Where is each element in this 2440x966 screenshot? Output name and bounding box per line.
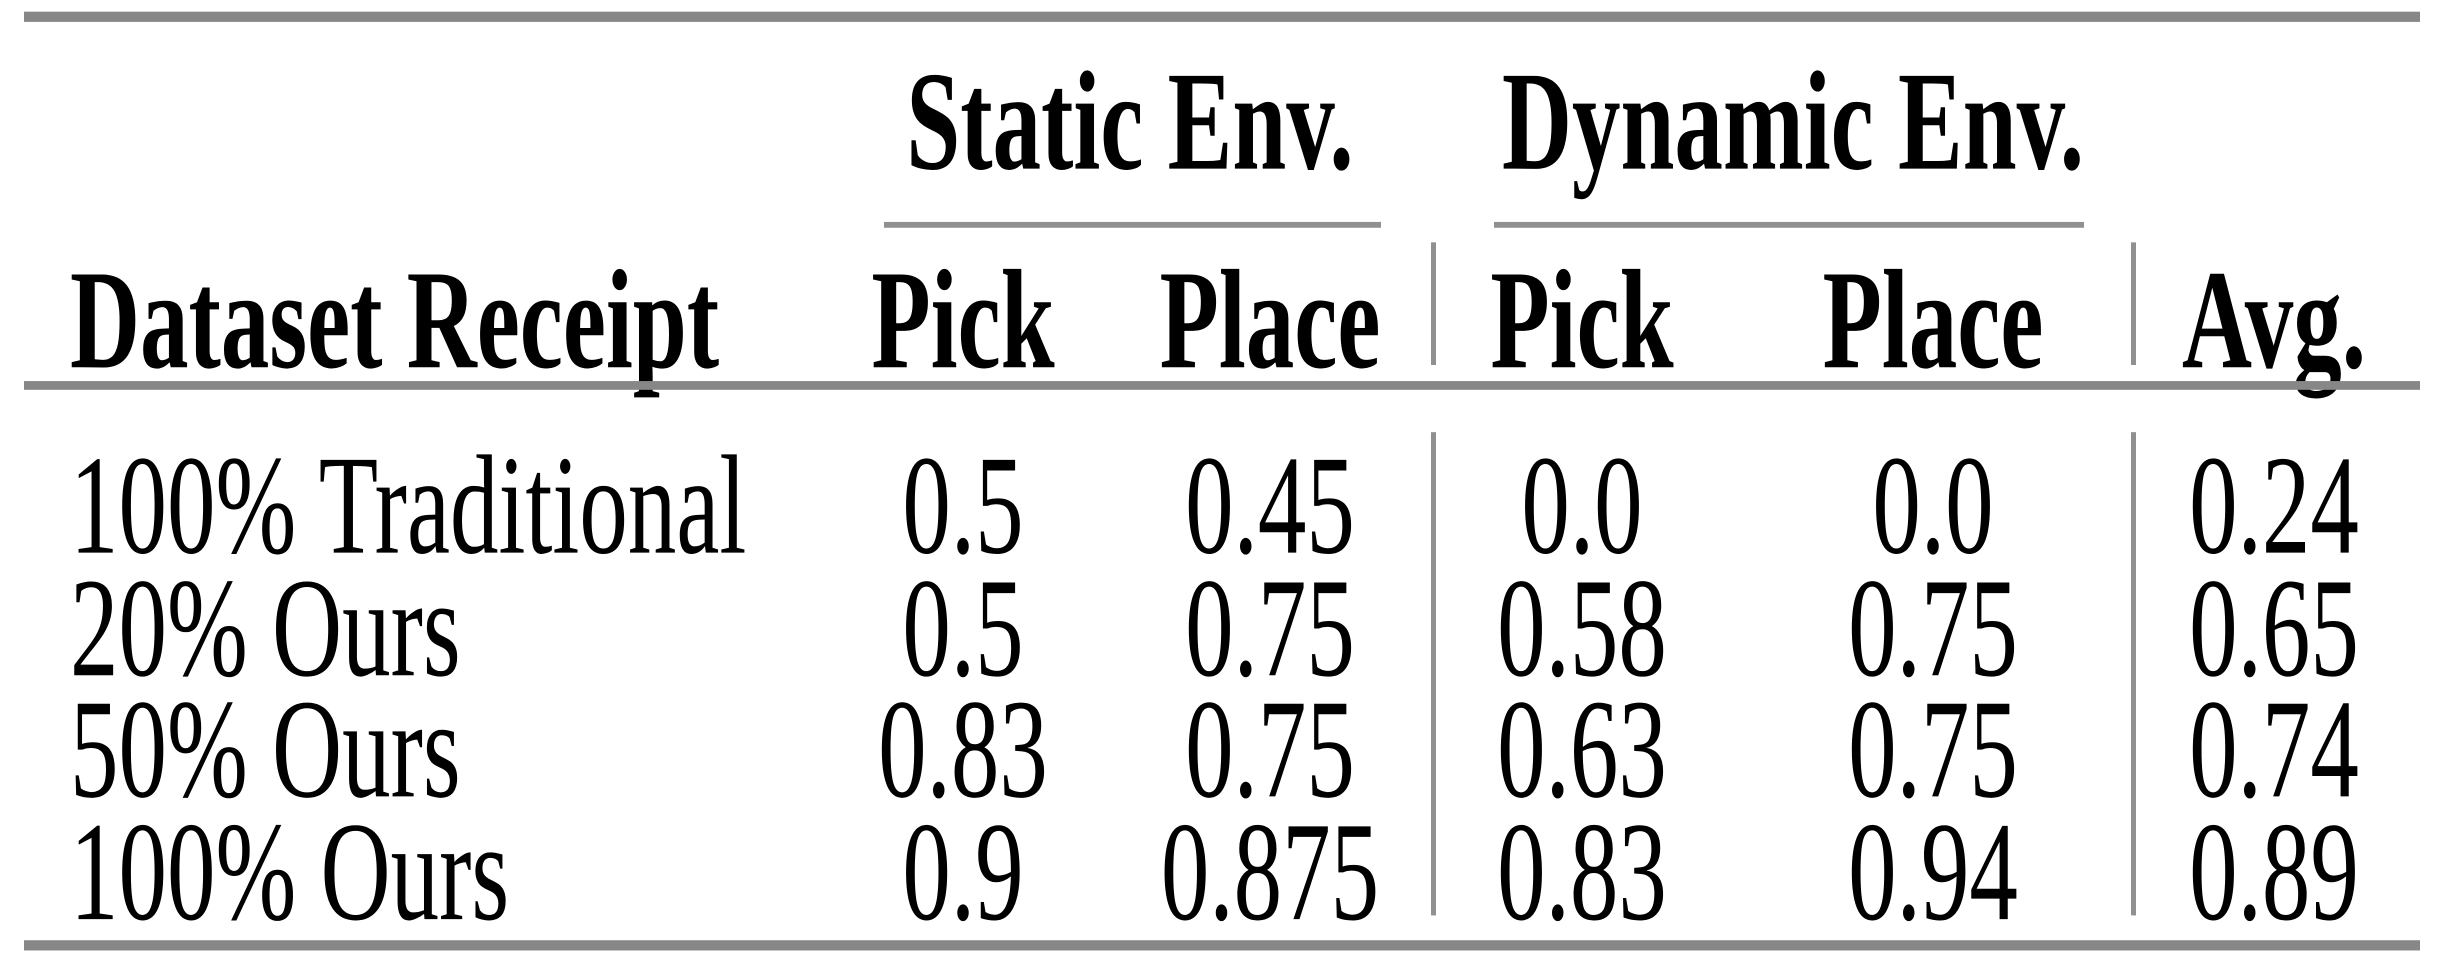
cell-avg: 0.89 bbox=[2189, 793, 2359, 950]
cell-static-pick: 0.9 bbox=[902, 793, 1024, 950]
header-dynamic-place: Place bbox=[1822, 241, 2044, 398]
cell-dynamic-pick: 0.58 bbox=[1497, 549, 1667, 706]
row-label: 100% Ours bbox=[70, 793, 510, 950]
row-label: 100% Traditional bbox=[70, 427, 747, 584]
header-divider-dynamic-avg bbox=[2131, 242, 2136, 365]
cell-static-pick: 0.5 bbox=[902, 427, 1024, 584]
cell-dynamic-pick: 0.0 bbox=[1521, 427, 1643, 584]
cell-dynamic-pick: 0.83 bbox=[1497, 793, 1667, 950]
cell-static-place: 0.875 bbox=[1160, 793, 1380, 950]
row-label: 20% Ours bbox=[70, 549, 461, 706]
top-rule bbox=[24, 11, 2420, 22]
cell-static-pick: 0.83 bbox=[878, 670, 1048, 828]
static-env-underline bbox=[884, 221, 1381, 228]
cell-static-place: 0.45 bbox=[1185, 427, 1355, 584]
cell-static-place: 0.75 bbox=[1185, 549, 1355, 706]
header-static-place: Place bbox=[1159, 241, 1381, 398]
cell-avg: 0.65 bbox=[2189, 549, 2359, 706]
col-group-static-env: Static Env. bbox=[906, 43, 1354, 200]
cell-avg: 0.24 bbox=[2189, 427, 2359, 584]
cell-dynamic-place: 0.94 bbox=[1848, 793, 2018, 950]
header-dynamic-pick: Pick bbox=[1490, 241, 1674, 398]
header-static-pick: Pick bbox=[871, 241, 1055, 398]
body-divider-dynamic-avg bbox=[2131, 432, 2136, 916]
header-avg: Avg. bbox=[2181, 241, 2367, 398]
cell-avg: 0.74 bbox=[2189, 670, 2359, 828]
cell-dynamic-place: 0.75 bbox=[1848, 549, 2018, 706]
cell-dynamic-pick: 0.63 bbox=[1497, 670, 1667, 828]
cell-dynamic-place: 0.0 bbox=[1872, 427, 1994, 584]
cell-static-place: 0.75 bbox=[1185, 670, 1355, 828]
header-divider-static-dynamic bbox=[1431, 242, 1436, 365]
col-group-dynamic-env: Dynamic Env. bbox=[1501, 43, 2085, 200]
cell-dynamic-place: 0.75 bbox=[1848, 670, 2018, 828]
body-divider-static-dynamic bbox=[1431, 432, 1436, 916]
bottom-rule bbox=[24, 940, 2420, 951]
header-dataset-receipt: Dataset Receipt bbox=[70, 241, 720, 398]
cell-static-pick: 0.5 bbox=[902, 549, 1024, 706]
dynamic-env-underline bbox=[1494, 221, 2084, 228]
header-rule bbox=[24, 381, 2420, 390]
row-label: 50% Ours bbox=[70, 670, 461, 828]
